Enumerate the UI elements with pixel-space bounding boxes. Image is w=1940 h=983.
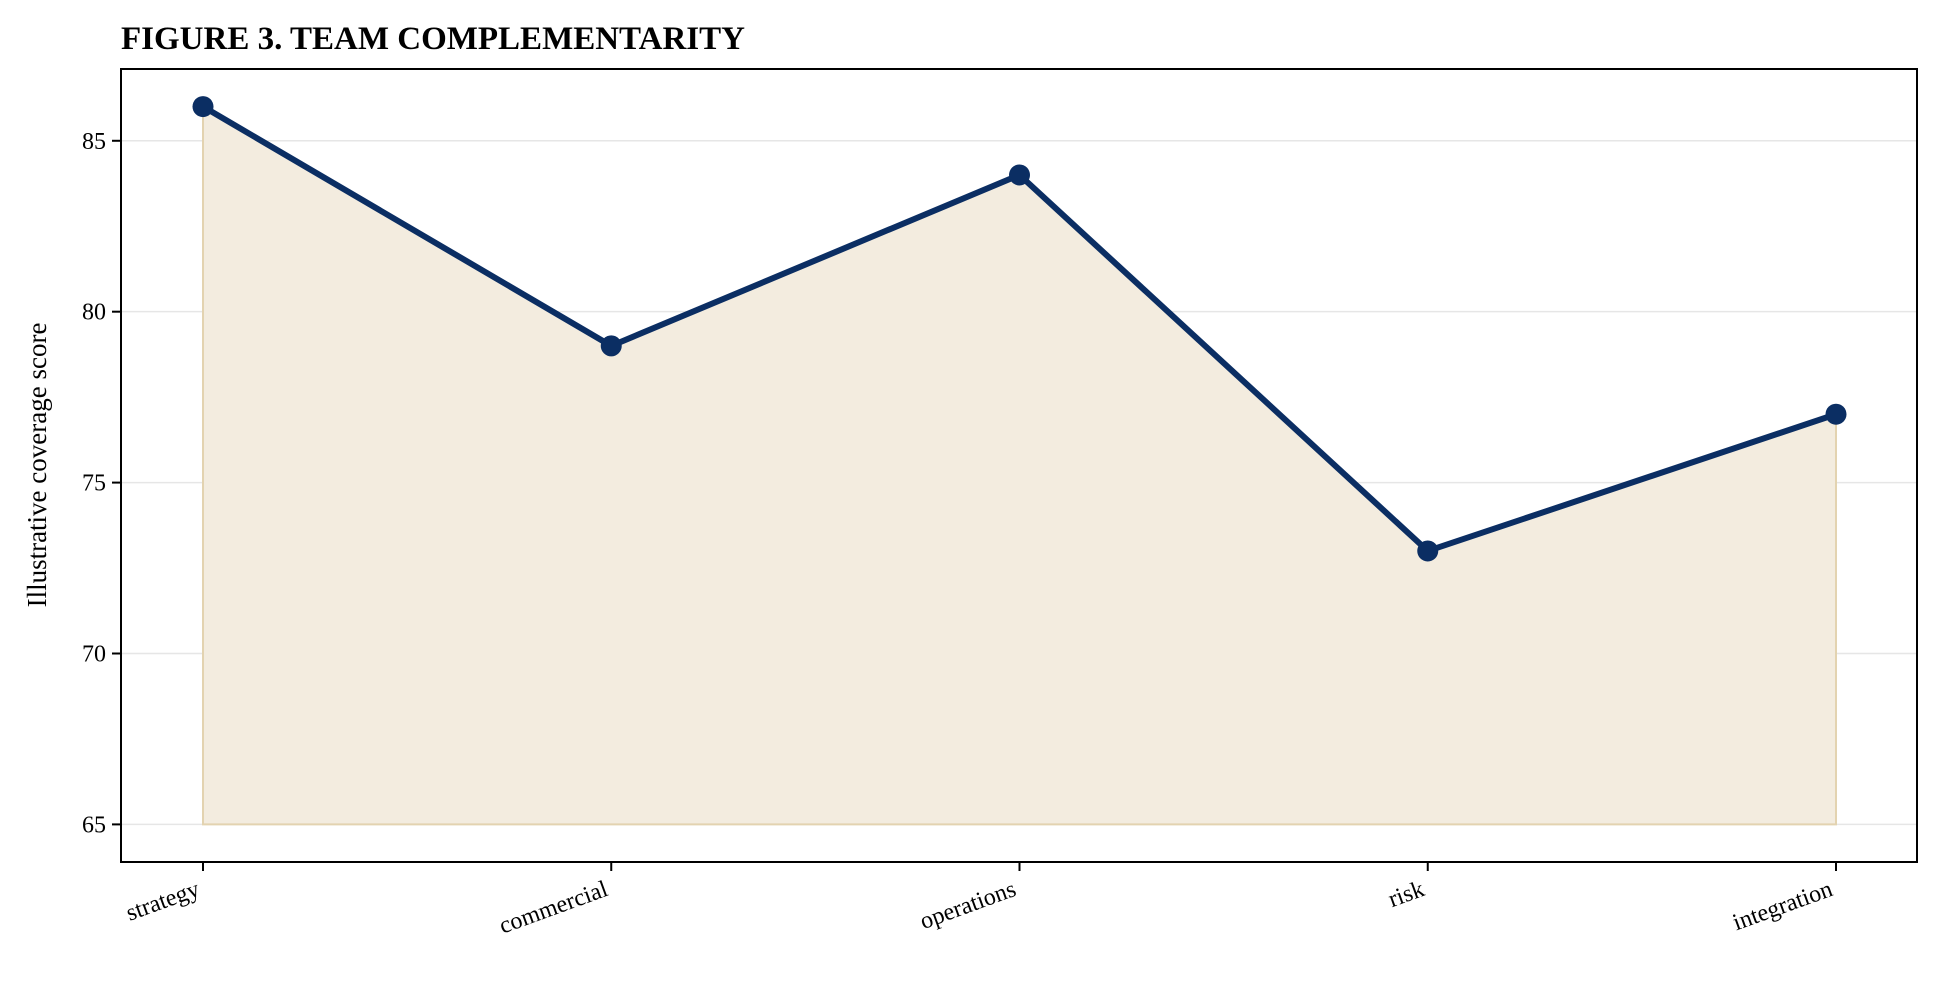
x-tick-label: risk: [1385, 876, 1428, 913]
y-axis-label: Illustrative coverage score: [22, 323, 52, 608]
y-tick-label: 80: [82, 300, 106, 326]
data-point: [600, 335, 622, 357]
x-axis: strategy commercial operations risk integrat…: [123, 862, 1837, 939]
x-tick-label: commercial: [496, 876, 612, 939]
x-tick-label: operations: [917, 876, 1020, 935]
y-tick-label: 85: [82, 129, 106, 155]
y-axis: 65 70 75 80 85: [82, 129, 121, 838]
series-area: [202, 104, 1837, 826]
y-tick-label: 75: [82, 471, 106, 497]
y-tick-label: 65: [82, 812, 106, 838]
data-point: [1009, 164, 1030, 186]
data-points-layer: [192, 96, 1847, 562]
data-point: [192, 96, 214, 118]
x-tick-label: integration: [1729, 876, 1836, 936]
chart-title: FIGURE 3. TEAM COMPLEMENTARITY: [121, 21, 745, 57]
data-point: [1417, 540, 1439, 562]
x-tick-label: strategy: [123, 876, 203, 926]
data-point: [1825, 403, 1847, 425]
y-tick-label: 70: [82, 641, 106, 667]
area-fill-layer: [202, 104, 1837, 826]
